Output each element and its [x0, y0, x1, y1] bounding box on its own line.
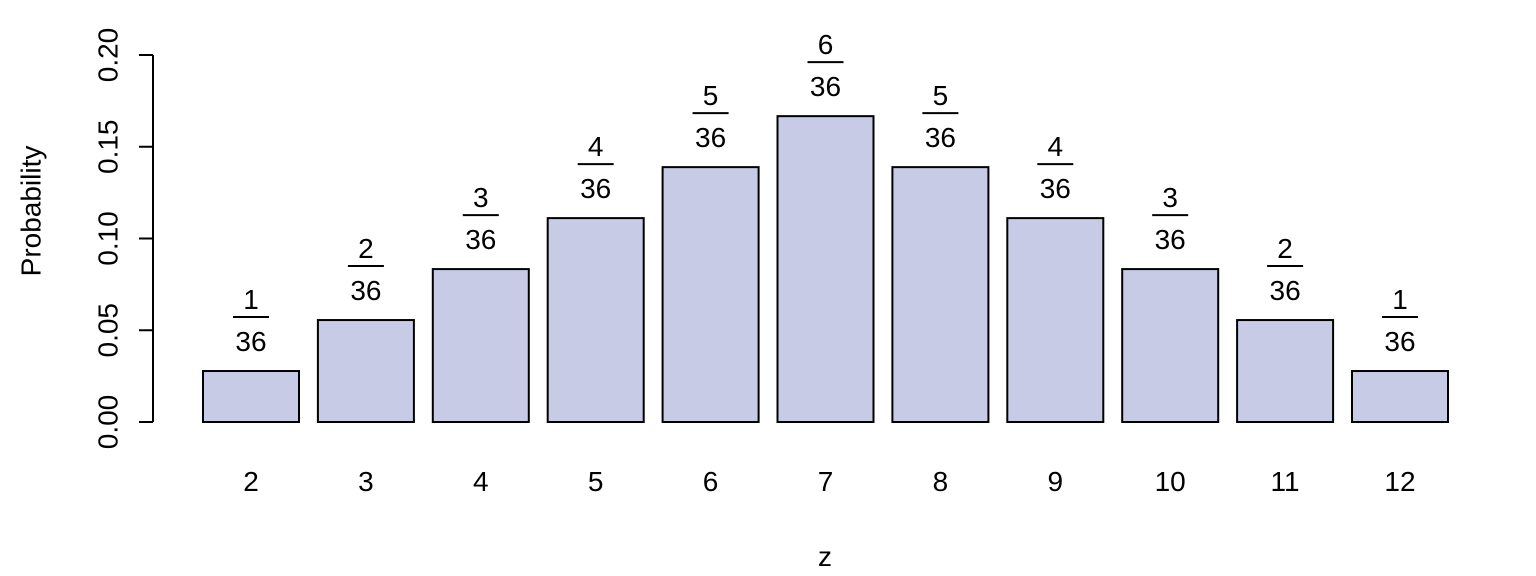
x-tick-label: 2 [243, 466, 259, 497]
bar-2 [202, 370, 300, 424]
x-tick-label: 3 [358, 466, 374, 497]
bar-3 [316, 319, 415, 423]
bar-10 [1121, 268, 1220, 423]
x-tick-label: 5 [588, 466, 604, 497]
data-label-3: 236 [347, 233, 384, 306]
y-tick-label: 0.05 [93, 303, 124, 358]
bar-11 [1236, 319, 1335, 423]
x-tick-label: 12 [1384, 466, 1415, 497]
data-label-5: 436 [577, 131, 614, 204]
data-label-2: 136 [233, 284, 269, 357]
fraction-numerator: 6 [818, 29, 834, 60]
fraction-numerator: 2 [1277, 233, 1293, 264]
bars-group [202, 115, 1449, 424]
bar-9 [1006, 217, 1105, 423]
bar-12 [1351, 370, 1449, 424]
fraction-numerator: 3 [473, 182, 489, 213]
fraction-denominator: 36 [235, 326, 266, 357]
bar-5 [546, 217, 645, 423]
x-tick-label: 10 [1155, 466, 1186, 497]
x-tick-label: 9 [1048, 466, 1064, 497]
fraction-denominator: 36 [810, 71, 841, 102]
fraction-numerator: 3 [1162, 182, 1178, 213]
x-tick-label: 4 [473, 466, 489, 497]
bar-4 [431, 268, 530, 423]
y-axis: 0.00 0.05 0.10 0.15 0.20 [93, 28, 154, 450]
fraction-denominator: 36 [1040, 173, 1071, 204]
x-tick-label: 6 [703, 466, 719, 497]
data-label-6: 536 [692, 80, 729, 153]
fraction-denominator: 36 [925, 122, 956, 153]
y-tick-label: 0.15 [93, 120, 124, 175]
fraction-denominator: 36 [580, 173, 611, 204]
fraction-numerator: 1 [1392, 284, 1408, 315]
bar-8 [891, 166, 990, 423]
data-label-12: 136 [1382, 284, 1418, 357]
x-tick-labels-group: 2 3 4 5 6 7 8 9 10 11 12 [243, 466, 1415, 497]
fraction-denominator: 36 [1155, 224, 1186, 255]
fraction-numerator: 4 [588, 131, 604, 162]
data-label-8: 536 [922, 80, 959, 153]
fraction-denominator: 36 [1384, 326, 1415, 357]
fraction-numerator: 5 [703, 80, 719, 111]
data-label-9: 436 [1037, 131, 1074, 204]
fraction-numerator: 5 [933, 80, 949, 111]
fraction-numerator: 1 [243, 284, 259, 315]
bar-6 [661, 166, 760, 423]
y-tick-label: 0.10 [93, 211, 124, 266]
fraction-numerator: 4 [1048, 131, 1064, 162]
y-tick-label: 0.20 [93, 28, 124, 83]
data-label-10: 336 [1152, 182, 1189, 255]
x-axis-title: z [818, 541, 832, 572]
data-label-7: 636 [807, 29, 844, 102]
x-tick-label: 11 [1271, 466, 1300, 497]
fraction-denominator: 36 [465, 224, 496, 255]
y-tick-label: 0.00 [93, 395, 124, 450]
fraction-denominator: 36 [350, 275, 381, 306]
x-tick-label: 8 [933, 466, 949, 497]
bar-7 [776, 115, 875, 423]
data-label-4: 336 [462, 182, 499, 255]
data-label-11: 236 [1267, 233, 1304, 306]
x-tick-label: 7 [818, 466, 834, 497]
fraction-numerator: 2 [358, 233, 374, 264]
y-axis-title: Probability [16, 146, 47, 277]
fraction-denominator: 36 [695, 122, 726, 153]
fraction-denominator: 36 [1270, 275, 1301, 306]
